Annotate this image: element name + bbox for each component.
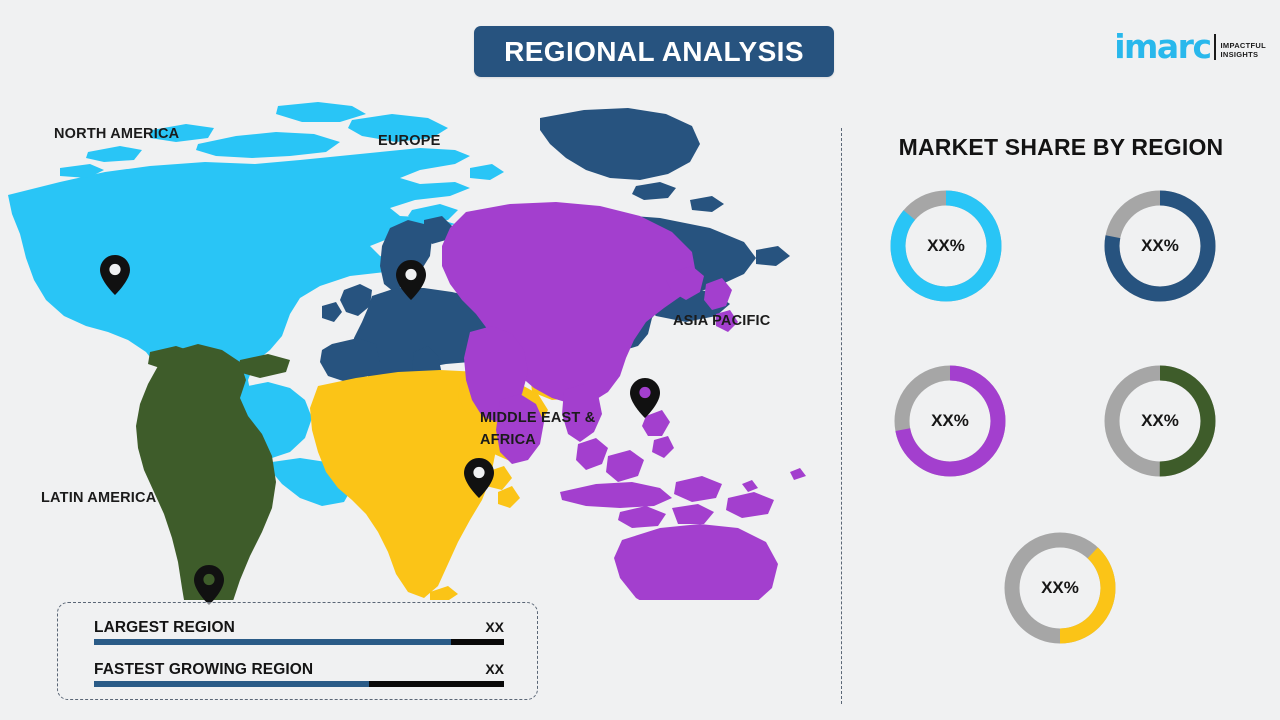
map-pin-north-america-icon[interactable]	[100, 255, 130, 295]
page-title-banner: REGIONAL ANALYSIS	[474, 26, 834, 77]
logo-tagline-line-1: IMPACTFUL	[1220, 41, 1266, 50]
map-pin-europe-icon[interactable]	[396, 260, 426, 300]
map-label-north-america: NORTH AMERICA	[54, 126, 180, 142]
brand-logo: imarc IMPACTFUL INSIGHTS	[1114, 22, 1266, 66]
world-map-graphic	[8, 102, 806, 600]
donut-chart-latin-america: XX%	[1100, 361, 1220, 481]
donut-ring-middle-east-africa	[1004, 532, 1116, 644]
summary-label-fastest-growing-region: FASTEST GROWING REGION	[94, 661, 314, 678]
summary-row-fastest-growing-region: FASTEST GROWING REGION XX	[94, 661, 504, 687]
map-region-latin-america	[136, 344, 290, 600]
donut-value-arc	[1104, 365, 1216, 477]
section-divider	[841, 128, 842, 704]
donut-chart-north-america: XX%	[886, 186, 1006, 306]
logo-divider	[1213, 34, 1216, 60]
page-title: REGIONAL ANALYSIS	[504, 35, 804, 67]
map-region-middle-east-africa	[310, 366, 588, 600]
map-pin-middle-east-africa-icon[interactable]	[464, 458, 494, 498]
donut-value-label-asia-pacific: XX%	[931, 411, 969, 430]
donut-value-arc	[890, 190, 1002, 302]
summary-bar-fastest-growing-region	[94, 681, 504, 687]
donut-chart-europe: XX%	[1100, 186, 1220, 306]
map-pin-asia-pacific-icon[interactable]	[630, 378, 660, 418]
donut-value-label-north-america: XX%	[927, 236, 965, 255]
map-pin-latin-america-icon[interactable]	[194, 565, 224, 605]
region-summary-box: LARGEST REGION XX FASTEST GROWING REGION…	[57, 602, 538, 700]
summary-value-fastest-growing-region: XX	[485, 661, 504, 677]
donut-value-label-latin-america: XX%	[1141, 411, 1179, 430]
donut-chart-middle-east-africa: XX%	[1000, 528, 1120, 648]
donut-value-arc	[894, 365, 1006, 477]
map-label-latin-america: LATIN AMERICA	[41, 490, 157, 506]
summary-label-largest-region: LARGEST REGION	[94, 619, 235, 636]
donut-value-label-middle-east-africa: XX%	[1041, 578, 1079, 597]
summary-row-largest-region: LARGEST REGION XX	[94, 619, 504, 645]
logo-wordmark: imarc	[1114, 27, 1212, 66]
summary-value-largest-region: XX	[485, 619, 504, 635]
donut-ring-europe	[1104, 190, 1216, 302]
donut-ring-latin-america	[1104, 365, 1216, 477]
market-share-panel: MARKET SHARE BY REGION XX% XX% XX% XX%	[842, 120, 1280, 710]
summary-bar-largest-region	[94, 639, 504, 645]
world-map-panel	[0, 100, 830, 605]
donut-value-label-europe: XX%	[1141, 236, 1179, 255]
donut-ring-asia-pacific	[894, 365, 1006, 477]
market-share-heading: MARKET SHARE BY REGION	[898, 134, 1224, 160]
map-label-middle-east-africa: MIDDLE EAST & AFRICA	[480, 410, 596, 448]
logo-tagline-line-2: INSIGHTS	[1220, 50, 1259, 59]
donut-value-arc	[1004, 532, 1116, 644]
donut-chart-asia-pacific: XX%	[890, 361, 1010, 481]
map-label-asia-pacific: ASIA PACIFIC	[673, 313, 771, 329]
donut-value-arc	[1104, 190, 1216, 302]
logo-tagline: IMPACTFUL INSIGHTS	[1221, 41, 1266, 59]
map-region-asia-pacific	[442, 202, 806, 600]
donut-ring-north-america	[890, 190, 1002, 302]
summary-bar-fill-fastest-growing-region	[94, 681, 369, 687]
summary-bar-fill-largest-region	[94, 639, 451, 645]
map-label-europe: EUROPE	[378, 133, 441, 149]
